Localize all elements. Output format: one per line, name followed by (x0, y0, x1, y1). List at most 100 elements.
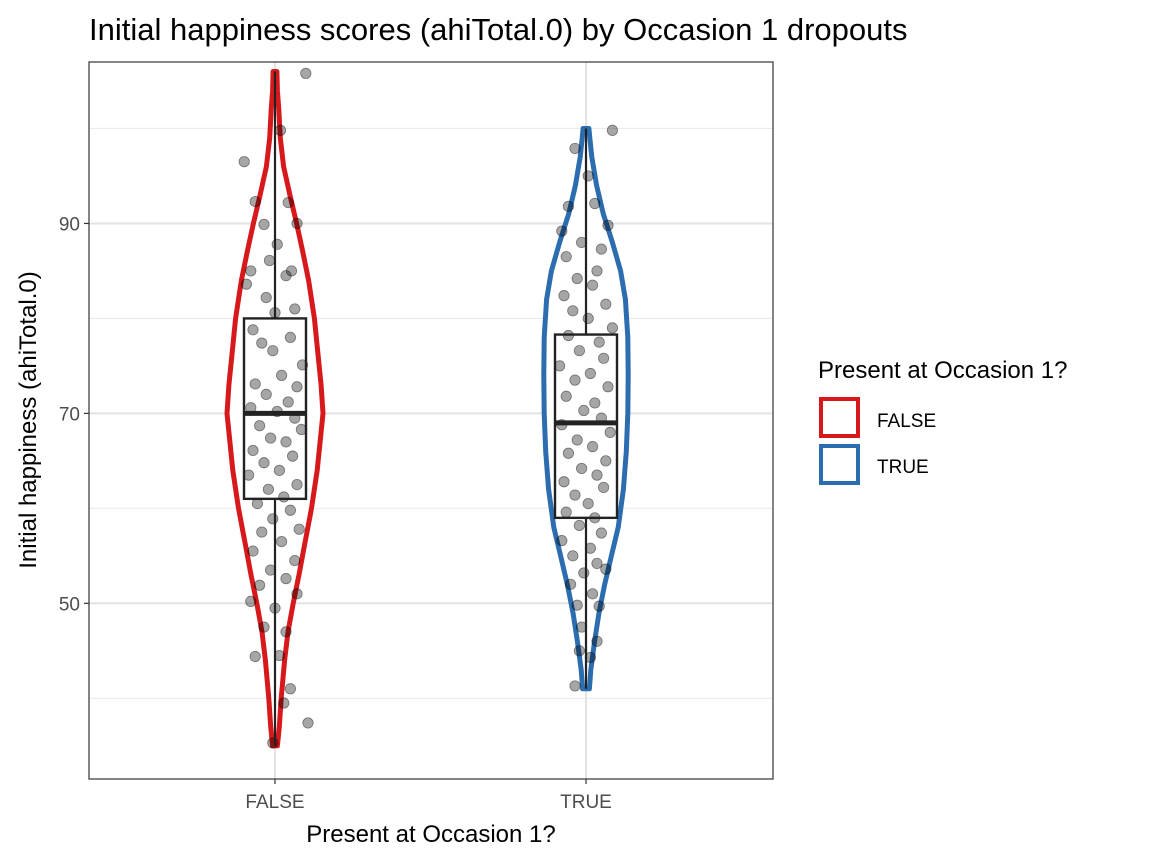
data-point-false (238, 156, 250, 168)
data-point-true (560, 390, 572, 402)
data-point-true (567, 305, 579, 317)
data-point-false (275, 369, 288, 381)
data-point-true (564, 578, 577, 590)
data-point-false (245, 595, 257, 608)
data-point-true (573, 519, 586, 532)
data-point-true (591, 265, 603, 277)
x-tick-label-true: TRUE (560, 792, 612, 813)
data-point-true (604, 426, 616, 438)
data-point-true (591, 469, 603, 481)
data-point-true (562, 447, 575, 459)
data-point-true (582, 170, 594, 182)
data-point-true (571, 599, 583, 611)
data-point-false (278, 697, 290, 709)
data-point-false (284, 683, 296, 695)
data-point-false (284, 504, 296, 516)
plot-panel (88, 61, 774, 780)
data-point-true (593, 600, 605, 612)
data-point-false (254, 420, 266, 432)
data-point-false (249, 196, 261, 208)
data-point-true (573, 645, 586, 657)
data-point-true (597, 481, 610, 494)
violin-false (224, 69, 326, 749)
data-point-false (274, 124, 287, 136)
data-point-false (282, 396, 294, 408)
y-axis: 50 70 90 (59, 214, 89, 615)
data-point-true (562, 200, 575, 212)
data-point-false (275, 535, 288, 548)
box-true (553, 333, 619, 520)
data-point-false (278, 491, 290, 503)
data-point-false (289, 554, 301, 567)
violins (224, 69, 631, 749)
data-point-false (264, 432, 277, 444)
data-point-false (280, 573, 292, 585)
data-point-true (569, 680, 581, 692)
data-point-true (591, 635, 603, 647)
data-point-true (584, 367, 597, 380)
y-tick-label-70: 70 (59, 404, 80, 425)
data-point-true (591, 557, 603, 570)
data-point-true (602, 219, 614, 231)
data-point-false (302, 717, 314, 729)
data-point-false (280, 626, 292, 638)
data-point-false (247, 444, 259, 457)
data-point-true (575, 462, 588, 475)
x-axis: FALSE TRUE (245, 779, 612, 813)
data-point-true (589, 397, 601, 409)
data-point-false (289, 303, 301, 315)
data-point-false (291, 479, 303, 491)
data-point-true (602, 381, 614, 393)
y-tick-label-50: 50 (59, 594, 80, 615)
data-point-true (586, 441, 599, 453)
data-point-false (263, 254, 276, 267)
data-point-true (593, 336, 605, 348)
chart-title: Initial happiness scores (ahiTotal.0) by… (89, 12, 908, 47)
data-point-true (586, 588, 599, 600)
data-point-true (558, 290, 570, 302)
plot-background (89, 62, 773, 779)
data-point-false (284, 331, 296, 344)
data-point-true (571, 272, 583, 285)
data-point-true (589, 197, 601, 210)
legend: Present at Occasion 1? FALSE TRUE (818, 357, 1067, 485)
data-point-false (260, 291, 272, 304)
data-point-true (560, 506, 572, 518)
data-point-false (293, 523, 305, 535)
data-point-false (273, 464, 285, 476)
data-point-true (597, 352, 610, 364)
data-point-false (291, 588, 303, 600)
data-point-true (571, 434, 583, 446)
data-point-false (291, 217, 303, 230)
data-point-true (560, 251, 572, 263)
legend-label-false: FALSE (877, 411, 936, 432)
data-point-true (578, 404, 590, 417)
data-point-true (606, 124, 619, 136)
data-point-false (258, 457, 270, 469)
data-point-false (247, 545, 259, 557)
data-point-false (254, 579, 266, 591)
data-point-true (578, 567, 590, 579)
data-point-true (556, 535, 568, 547)
x-tick-label-false: FALSE (245, 792, 304, 813)
data-point-false (282, 196, 294, 209)
data-point-false (258, 621, 270, 633)
data-point-true (595, 243, 608, 255)
data-point-false (280, 436, 292, 448)
data-point-true (567, 550, 579, 562)
data-point-false (256, 337, 268, 349)
data-point-false (280, 270, 292, 282)
data-point-true (569, 374, 581, 386)
data-point-false (247, 324, 259, 336)
data-point-false (258, 218, 270, 230)
data-point-true (569, 489, 581, 501)
data-point-false (286, 450, 299, 462)
data-point-true (586, 279, 599, 291)
y-tick-label-90: 90 (59, 214, 80, 235)
legend-key-false (819, 397, 860, 438)
plot-border (88, 61, 774, 780)
data-point-true (582, 497, 594, 510)
y-axis-title: Initial happiness (ahiTotal.0) (15, 271, 42, 569)
data-point-true (600, 455, 612, 467)
